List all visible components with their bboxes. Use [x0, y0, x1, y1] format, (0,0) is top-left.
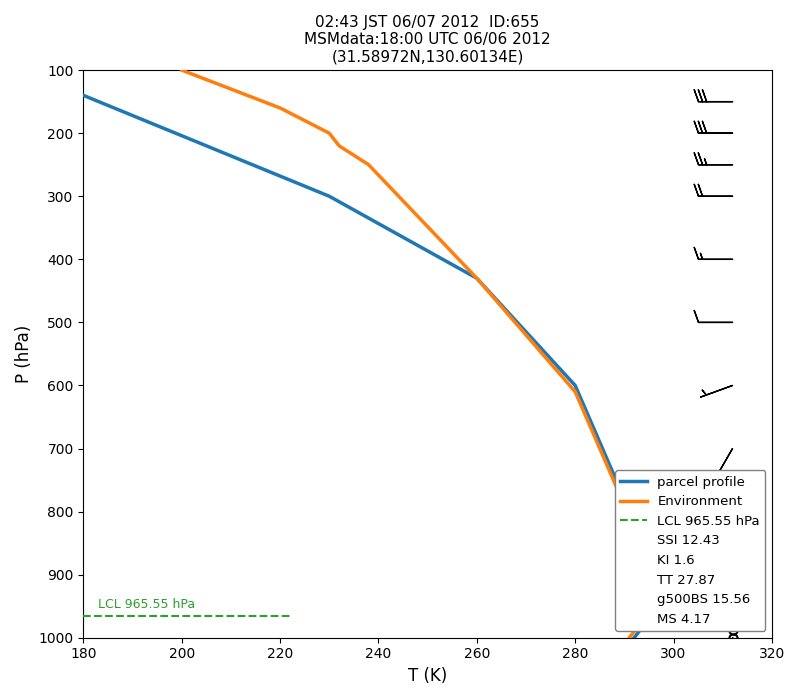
Text: LCL 965.55 hPa: LCL 965.55 hPa: [98, 598, 195, 611]
Y-axis label: P (hPa): P (hPa): [15, 325, 33, 383]
Legend: parcel profile, Environment, LCL 965.55 hPa, SSI 12.43, KI 1.6, TT 27.87, g500BS: parcel profile, Environment, LCL 965.55 …: [615, 470, 766, 631]
Title: 02:43 JST 06/07 2012  ID:655
MSMdata:18:00 UTC 06/06 2012
(31.58972N,130.60134E): 02:43 JST 06/07 2012 ID:655 MSMdata:18:0…: [304, 15, 551, 65]
X-axis label: T (K): T (K): [408, 667, 447, 685]
